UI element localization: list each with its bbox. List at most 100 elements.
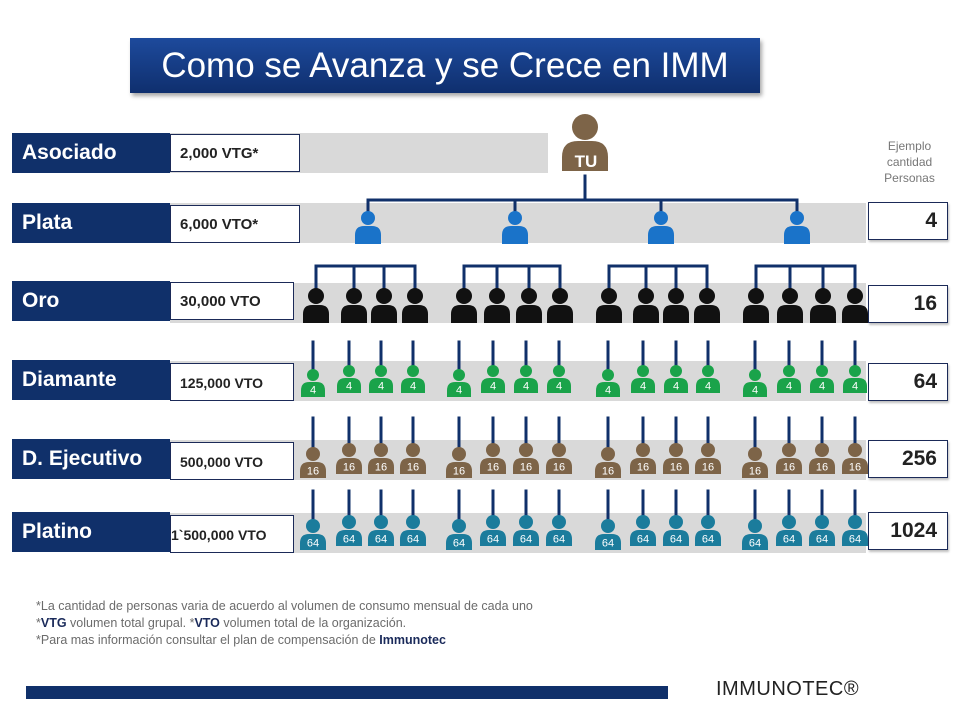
person-icon [648, 211, 674, 244]
person-count-label: 64 [375, 533, 387, 545]
note-line-3: *Para mas información consultar el plan … [36, 632, 533, 649]
person-count-label: 16 [307, 465, 319, 477]
person-count-label: 4 [786, 381, 792, 393]
person-count-label: 16 [783, 461, 795, 473]
person-icon: 16 [695, 443, 721, 474]
person-icon: 4 [696, 365, 720, 393]
ejemplo-caption: Ejemplo cantidad Personas [872, 138, 947, 186]
person-icon: 64 [776, 515, 802, 546]
person-icon: 4 [631, 365, 655, 393]
person-icon: 4 [481, 365, 505, 393]
note-text: * [36, 616, 41, 630]
person-icon: 4 [447, 369, 471, 397]
person-icon: 16 [446, 447, 472, 478]
person-icon: 4 [664, 365, 688, 393]
person-icon: 64 [300, 519, 326, 550]
person-icon: 16 [400, 443, 426, 474]
person-icon: 16 [300, 447, 326, 478]
level-label-platino: Platino [12, 512, 170, 552]
person-icon: 16 [630, 443, 656, 474]
person-icon [596, 288, 622, 323]
volume-plata: 6,000 VTO* [170, 205, 300, 243]
person-icon [502, 211, 528, 244]
person-count-label: 16 [816, 461, 828, 473]
person-count-label: 4 [346, 381, 352, 393]
person-count-label: 64 [783, 533, 795, 545]
person-icon: 16 [663, 443, 689, 474]
person-icon: 64 [336, 515, 362, 546]
person-count-label: 4 [310, 385, 316, 397]
person-count-label: 4 [556, 381, 562, 393]
count-oro: 16 [868, 285, 948, 323]
person-count-label: 16 [343, 461, 355, 473]
person-count-label: 64 [749, 537, 761, 549]
person-count-label: 64 [307, 537, 319, 549]
volume-diamante: 125,000 VTO [170, 363, 294, 401]
person-icon: 64 [546, 515, 572, 546]
person-count-label: 4 [673, 381, 679, 393]
person-icon: 4 [743, 369, 767, 397]
person-icon: 16 [742, 447, 768, 478]
note-line-2: *VTG volumen total grupal. *VTO volumen … [36, 615, 533, 632]
person-icon: 16 [546, 443, 572, 474]
level-label-oro: Oro [12, 281, 170, 321]
person-icon: 4 [596, 369, 620, 397]
footnotes: *La cantidad de personas varia de acuerd… [36, 598, 533, 649]
person-icon [777, 288, 803, 323]
note-line-1: *La cantidad de personas varia de acuerd… [36, 599, 533, 613]
person-icon: 4 [547, 365, 571, 393]
person-icon [562, 114, 608, 171]
person-icon [633, 288, 659, 323]
person-icon [355, 211, 381, 244]
person-icon [694, 288, 720, 323]
level-label-ejecutivo: D. Ejecutivo [12, 439, 170, 479]
person-icon: 64 [663, 515, 689, 546]
person-count-label: 4 [819, 381, 825, 393]
person-count-label: 16 [453, 465, 465, 477]
person-icon [341, 288, 367, 323]
person-icon: 64 [809, 515, 835, 546]
note-brand: Immunotec [379, 633, 446, 647]
person-icon: 16 [595, 447, 621, 478]
person-icon: 4 [301, 369, 325, 397]
person-icon: 64 [842, 515, 868, 546]
person-count-label: 64 [816, 533, 828, 545]
person-icon: 64 [513, 515, 539, 546]
person-icon: 64 [480, 515, 506, 546]
person-icon: 16 [809, 443, 835, 474]
count-platino: 1024 [868, 512, 948, 550]
person-icon [451, 288, 477, 323]
person-count-label: 4 [490, 381, 496, 393]
ejemplo-line: cantidad [886, 155, 933, 169]
person-icon [303, 288, 329, 323]
person-icon [810, 288, 836, 323]
count-diamante: 64 [868, 363, 948, 401]
person-count-label: 64 [637, 533, 649, 545]
person-icon [663, 288, 689, 323]
count-plata: 4 [868, 202, 948, 240]
person-icon [484, 288, 510, 323]
person-count-label: 16 [602, 465, 614, 477]
person-icon [743, 288, 769, 323]
person-icon: 64 [742, 519, 768, 550]
person-count-label: 64 [702, 533, 714, 545]
person-count-label: 4 [752, 385, 758, 397]
person-icon: 64 [595, 519, 621, 550]
person-icon: 16 [776, 443, 802, 474]
person-icon: 64 [695, 515, 721, 546]
person-icon: 4 [514, 365, 538, 393]
person-count-label: 64 [553, 533, 565, 545]
volume-asociado: 2,000 VTG* [170, 134, 300, 172]
ejemplo-line: Personas [884, 171, 935, 185]
person-count-label: 64 [670, 533, 682, 545]
person-icon: 4 [810, 365, 834, 393]
person-icon [547, 288, 573, 323]
person-count-label: 4 [410, 381, 416, 393]
person-icon [371, 288, 397, 323]
person-count-label: 4 [378, 381, 384, 393]
person-count-label: 64 [453, 537, 465, 549]
person-count-label: 16 [407, 461, 419, 473]
person-icon: 4 [369, 365, 393, 393]
person-icon: 16 [368, 443, 394, 474]
person-count-label: 16 [553, 461, 565, 473]
